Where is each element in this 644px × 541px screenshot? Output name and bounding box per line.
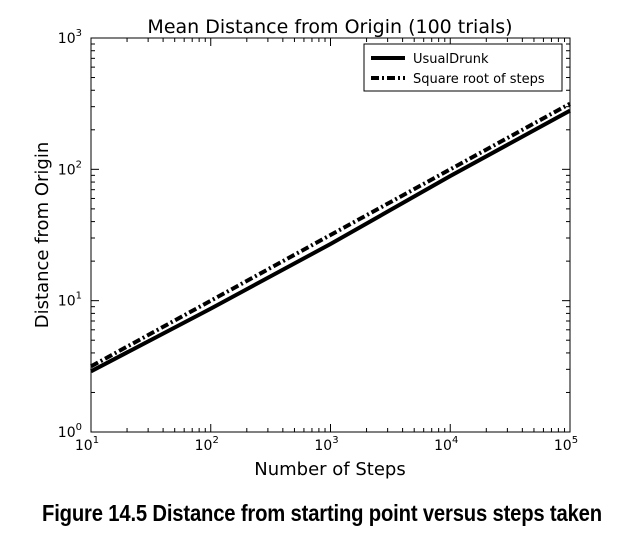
chart-title: Mean Distance from Origin (100 trials) [147, 16, 512, 38]
x-tick-label: 105 [554, 435, 578, 454]
x-axis-label: Number of Steps [254, 459, 405, 480]
legend-box [363, 43, 563, 92]
series-lines [90, 101, 571, 374]
chart: Mean Distance from Origin (100 trials) 1… [32, 16, 578, 480]
y-tick-label: 103 [58, 28, 82, 47]
x-tick-label: 102 [195, 435, 219, 454]
series-line-usualdrunk [90, 108, 571, 374]
x-tick-label: 104 [434, 435, 458, 454]
figure-caption: Figure 14.5 Distance from starting point… [42, 500, 602, 526]
y-tick-label: 101 [58, 291, 82, 310]
x-tick-label: 103 [314, 435, 338, 454]
legend-label-usualdrunk: UsualDrunk [413, 52, 489, 67]
legend: UsualDrunk Square root of steps [363, 43, 563, 92]
y-axis-label: Distance from Origin [32, 142, 53, 328]
x-tick-label: 101 [75, 435, 99, 454]
y-tick-label: 102 [58, 159, 82, 178]
legend-label-sqrt: Square root of steps [413, 72, 545, 87]
series-line-sqrt [90, 101, 571, 369]
